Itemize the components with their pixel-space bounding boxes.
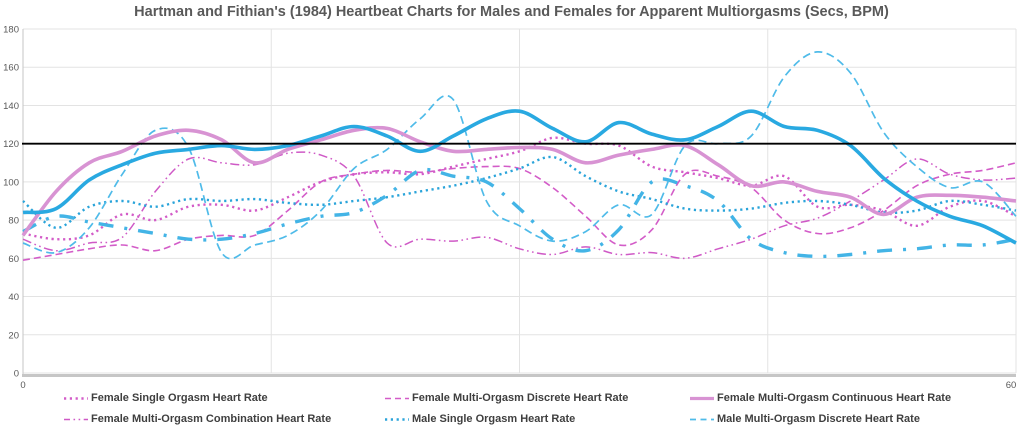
legend-label: Male Single Orgasm Heart Rate [412, 413, 576, 425]
legend-marker-dashdot-pink-icon [64, 418, 88, 420]
legend-label: Female Multi-Orgasm Continuous Heart Rat… [717, 392, 952, 404]
legend-item-male-multi-discrete: Male Multi-Orgasm Discrete Heart Rate [689, 412, 920, 426]
y-tick-label: 20 [8, 330, 19, 341]
y-tick-label: 40 [8, 292, 19, 303]
x-tick-label: 60 [1006, 380, 1017, 391]
legend-item-female-single: Female Single Orgasm Heart Rate [63, 391, 268, 405]
legend-label: Female Single Orgasm Heart Rate [91, 392, 268, 404]
x-tick-label: 0 [20, 380, 25, 391]
series-male-continuous [22, 109, 1017, 245]
y-tick-label: 120 [3, 139, 19, 150]
legend-label: Female Multi-Orgasm Combination Heart Ra… [91, 413, 332, 425]
y-tick-label: 140 [3, 101, 19, 112]
series-male-single [22, 155, 1017, 229]
y-tick-label: 60 [8, 254, 19, 265]
y-tick-label: 0 [14, 369, 19, 380]
legend-marker-solid-pink-icon [690, 396, 714, 400]
y-tick-label: 80 [8, 216, 19, 227]
series-male-combination [22, 167, 1017, 259]
series-female-combination [22, 151, 1017, 260]
chart-title: Hartman and Fithian's (1984) Heartbeat C… [134, 4, 889, 20]
series-female-single [22, 136, 1017, 241]
y-tick-label: 100 [3, 177, 19, 188]
legend-item-female-multi-continuous: Female Multi-Orgasm Continuous Heart Rat… [689, 391, 951, 405]
legend-item-male-single: Male Single Orgasm Heart Rate [384, 412, 575, 426]
legend-item-female-multi-discrete: Female Multi-Orgasm Discrete Heart Rate [384, 391, 628, 405]
legend-label: Female Multi-Orgasm Discrete Heart Rate [412, 392, 629, 404]
legend-marker-dashed-pink-icon [385, 397, 409, 399]
legend-item-female-multi-combination: Female Multi-Orgasm Combination Heart Ra… [63, 412, 331, 426]
legend-marker-dotted-blue-icon [385, 417, 409, 421]
legend-label: Male Multi-Orgasm Discrete Heart Rate [717, 413, 920, 425]
y-tick-label: 160 [3, 63, 19, 74]
legend-marker-dashed-blue-icon [690, 418, 714, 420]
y-tick-label: 180 [3, 25, 19, 36]
legend-marker-dotted-pink-icon [64, 396, 88, 400]
series-female-continuous [21, 125, 1017, 237]
